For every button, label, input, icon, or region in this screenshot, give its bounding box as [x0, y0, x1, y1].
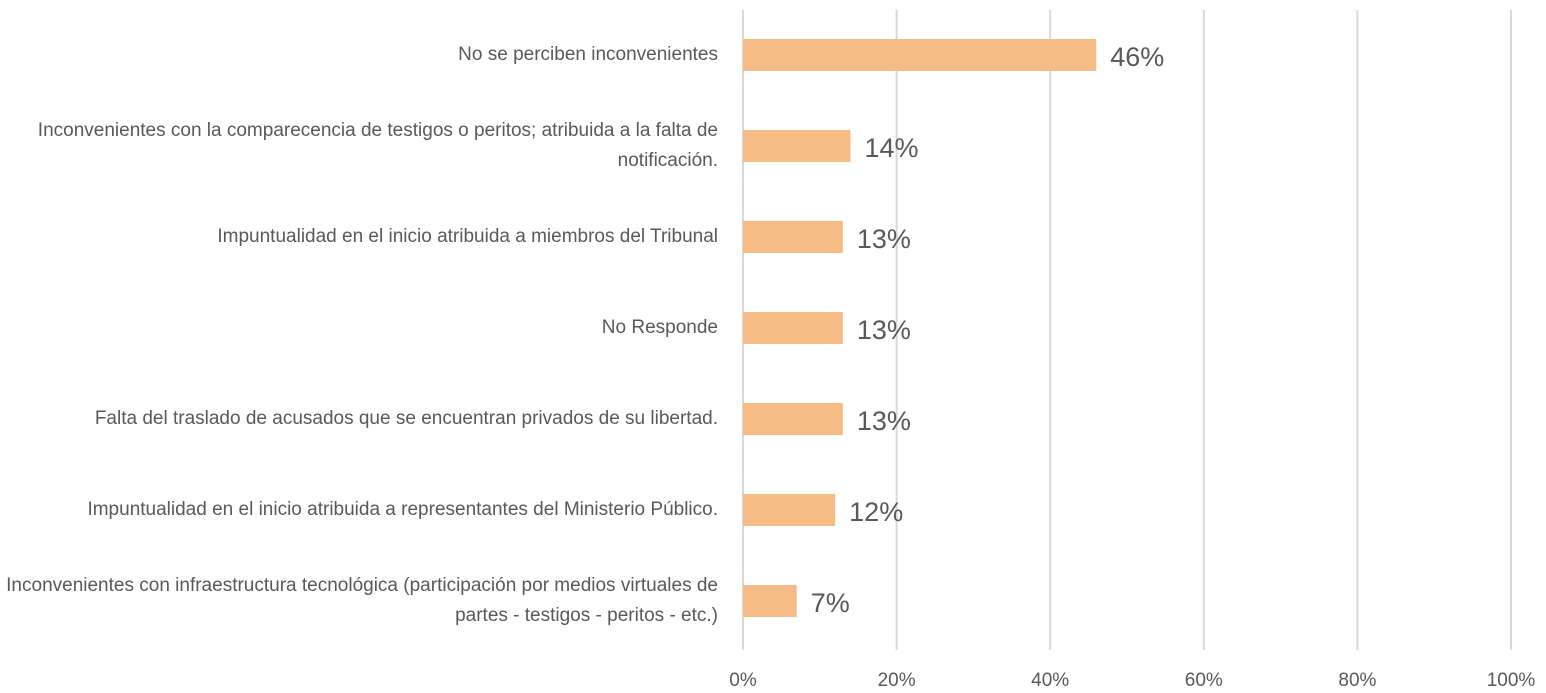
y-tick-label: No se perciben inconvenientes — [458, 44, 718, 65]
y-tick-label: Falta del traslado de acusados que se en… — [94, 408, 718, 429]
bar — [743, 39, 1097, 71]
bar — [743, 130, 851, 162]
value-label: 46% — [1110, 42, 1164, 72]
y-tick-label: Inconvenientes con infraestructura tecno… — [6, 575, 718, 626]
value-label: 14% — [865, 133, 919, 163]
value-label: 7% — [811, 588, 850, 618]
y-tick-label: Impuntualidad en el inicio atribuida a r… — [87, 499, 718, 520]
y-tick-label: Impuntualidad en el inicio atribuida a m… — [217, 226, 718, 247]
bar — [743, 221, 843, 253]
value-label: 12% — [849, 497, 903, 527]
y-tick-label: Inconvenientes con la comparecencia de t… — [37, 120, 718, 171]
y-tick-label: No Responde — [601, 317, 718, 338]
x-tick-label: 80% — [1338, 670, 1376, 691]
value-label: 13% — [857, 315, 911, 345]
x-tick-label: 0% — [729, 670, 757, 691]
x-tick-label: 40% — [1031, 670, 1069, 691]
bar — [743, 312, 843, 344]
bar — [743, 403, 843, 435]
x-tick-label: 60% — [1185, 670, 1223, 691]
value-label: 13% — [857, 224, 911, 254]
x-tick-label: 100% — [1487, 670, 1536, 691]
value-label: 13% — [857, 406, 911, 436]
bar — [743, 585, 797, 617]
x-tick-label: 20% — [878, 670, 916, 691]
bar — [743, 494, 836, 526]
